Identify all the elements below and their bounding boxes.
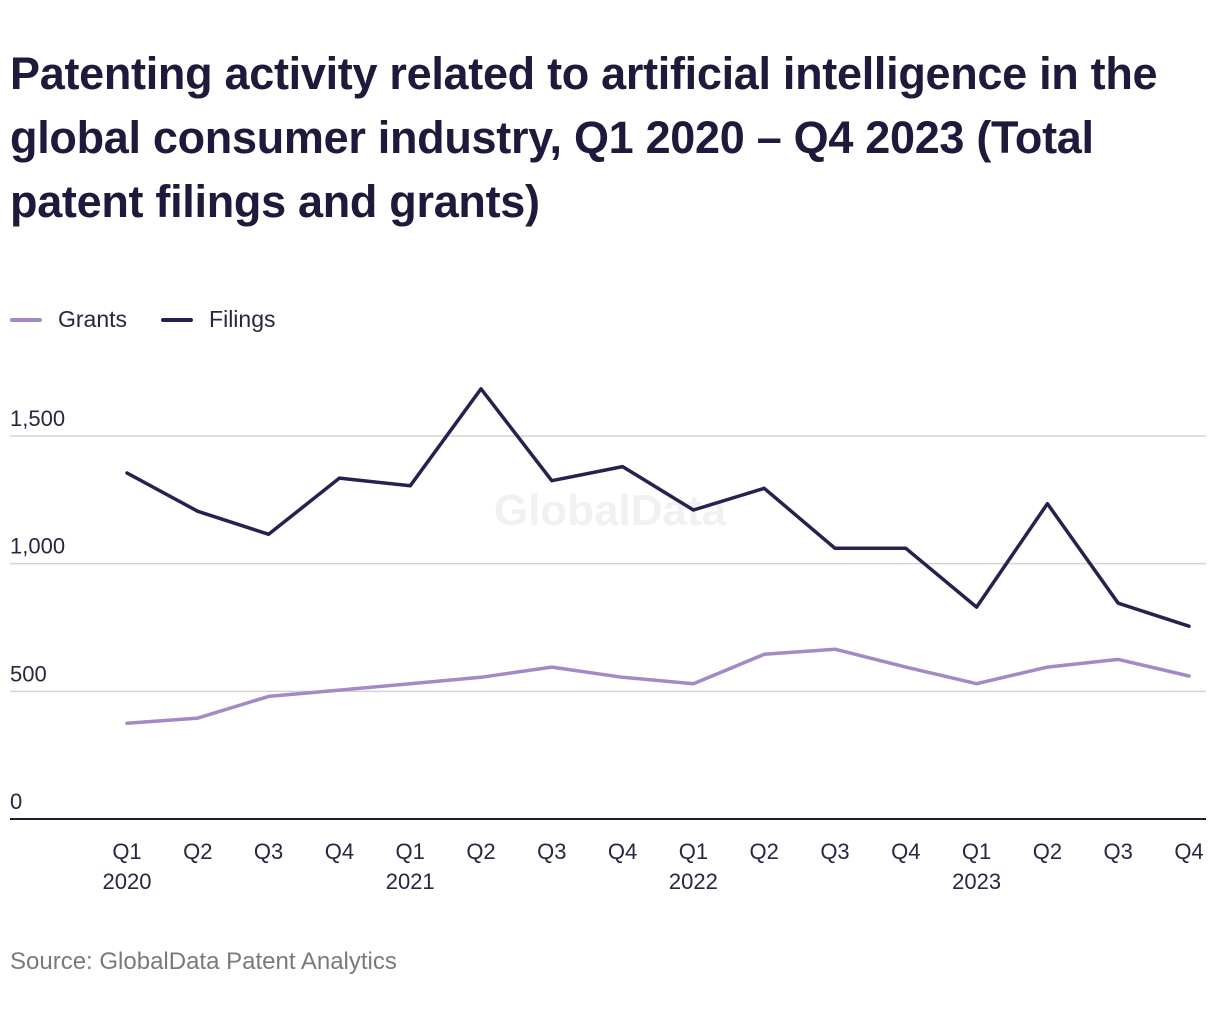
x-tick-label: Q3 <box>1104 839 1133 864</box>
x-tick-label: Q2 <box>750 839 779 864</box>
x-tick-year-label: 2020 <box>103 869 152 894</box>
legend-swatch-filings <box>161 317 194 322</box>
x-tick-label: Q2 <box>1033 839 1062 864</box>
x-tick-label: Q1 <box>112 839 141 864</box>
x-tick-label: Q2 <box>466 839 495 864</box>
x-tick-label: Q1 <box>962 839 991 864</box>
x-tick-year-label: 2021 <box>386 869 435 894</box>
x-tick-label: Q1 <box>679 839 708 864</box>
source-note: Source: GlobalData Patent Analytics <box>10 948 397 975</box>
x-tick-label: Q2 <box>183 839 212 864</box>
y-tick-label: 1,000 <box>10 534 65 559</box>
x-tick-year-label: 2023 <box>952 869 1001 894</box>
x-tick-label: Q4 <box>1174 839 1203 864</box>
legend-item-filings: Filings <box>161 306 276 333</box>
legend-label-grants: Grants <box>58 306 128 332</box>
line-chart: GlobalData 0 500 1,000 1,500 Q1 2020 Q2 Q3 Q4 Q1 20… <box>10 387 1206 894</box>
legend: Grants Filings <box>10 306 310 333</box>
x-tick-label: Q4 <box>891 839 920 864</box>
x-tick-label: Q4 <box>608 839 637 864</box>
x-tick-label: Q1 <box>396 839 425 864</box>
watermark: GlobalData <box>494 486 727 535</box>
x-tick-label: Q3 <box>537 839 566 864</box>
legend-swatch-grants <box>10 317 42 322</box>
x-tick-label: Q3 <box>820 839 849 864</box>
y-tick-label: 0 <box>10 789 22 814</box>
x-tick-year-label: 2022 <box>669 869 718 894</box>
legend-item-grants: Grants <box>10 306 127 333</box>
x-tick-label: Q4 <box>325 839 354 864</box>
legend-label-filings: Filings <box>209 306 276 332</box>
x-tick-label: Q3 <box>254 839 283 864</box>
y-tick-label: 1,500 <box>10 406 65 431</box>
series-line-filings <box>125 387 1191 628</box>
y-tick-label: 500 <box>10 661 47 686</box>
chart-title: Patenting activity related to artificial… <box>10 48 1158 227</box>
series-line-grants <box>125 647 1191 726</box>
